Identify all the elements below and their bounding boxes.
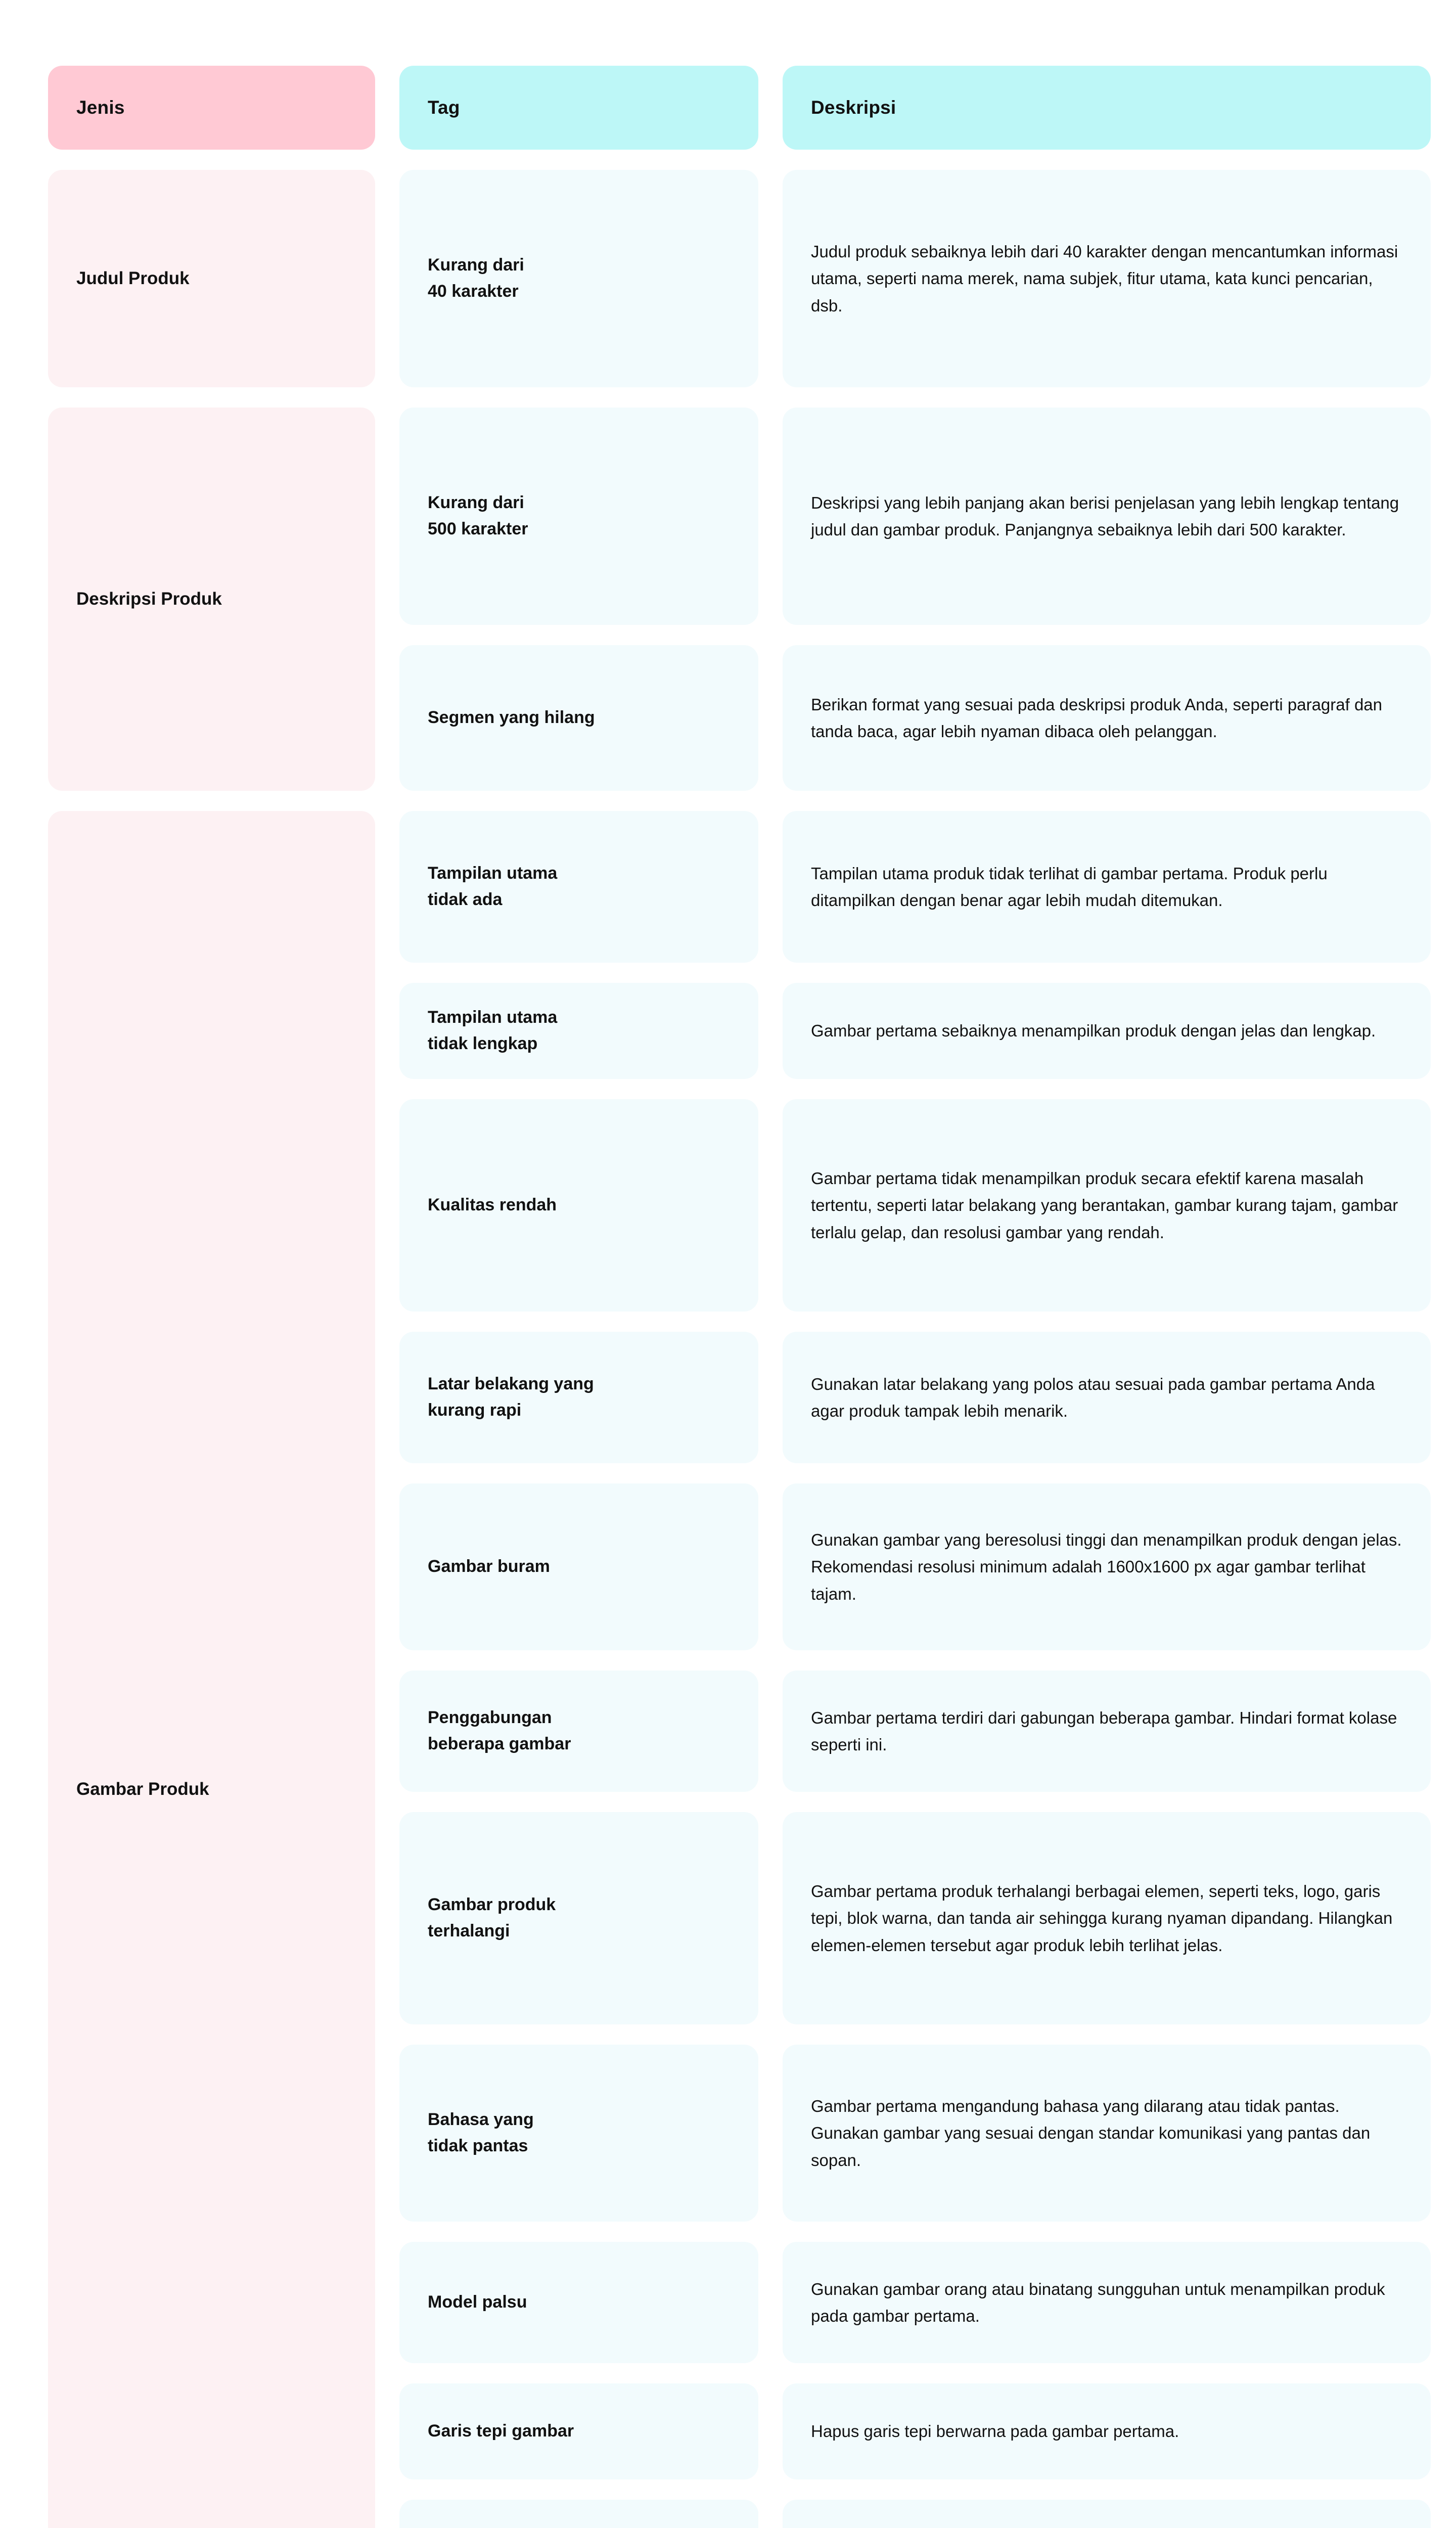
table-row-group: Gambar Produk Tampilan utama tidak ada Tamp… [48,811,1431,2528]
cell-tag-label: Kurang dari 500 karakter [428,493,528,538]
cell-tag: Gambar buram [399,1483,758,1650]
column-header-deskripsi-label: Deskripsi [811,97,896,118]
cell-deskripsi-text: Gambar pertama tidak menampilkan produk … [811,1168,1398,1242]
cell-jenis: Gambar Produk [48,811,375,2528]
cell-deskripsi: Gambar yang sama diunggah beberapa kali.… [783,2500,1431,2528]
cell-deskripsi-text: Gunakan gambar orang atau binatang sungg… [811,2279,1385,2325]
cell-tag: Segmen yang hilang [399,645,758,791]
cell-jenis: Judul Produk [48,170,375,387]
cell-deskripsi: Gambar pertama tidak menampilkan produk … [783,1099,1431,1312]
cell-jenis-label: Judul Produk [76,268,190,288]
cell-tag: Gambar yang sama [399,2500,758,2528]
cell-tag-label: Garis tepi gambar [428,2421,574,2441]
cell-deskripsi: Judul produk sebaiknya lebih dari 40 kar… [783,170,1431,387]
cell-tag-label: Tampilan utama tidak ada [428,864,558,909]
cell-deskripsi-text: Deskripsi yang lebih panjang akan berisi… [811,493,1399,539]
cell-deskripsi: Gunakan gambar yang beresolusi tinggi da… [783,1483,1431,1650]
cell-tag-label: Gambar produk terhalangi [428,1895,556,1940]
table-row-group: Judul Produk Kurang dari 40 karakter Judul … [48,170,1431,387]
cell-tag: Model palsu [399,2242,758,2363]
cell-deskripsi-text: Gambar pertama sebaiknya menampilkan pro… [811,1021,1376,1041]
cell-tag-label: Model palsu [428,2292,527,2312]
table-header-row: Jenis Tag Deskripsi [48,66,1431,150]
cell-deskripsi: Hapus garis tepi berwarna pada gambar pe… [783,2383,1431,2479]
cell-tag: Gambar produk terhalangi [399,1812,758,2024]
cell-deskripsi-text: Tampilan utama produk tidak terlihat di … [811,864,1328,910]
cell-tag: Bahasa yang tidak pantas [399,2045,758,2222]
cell-deskripsi: Tampilan utama produk tidak terlihat di … [783,811,1431,963]
column-header-tag-label: Tag [428,97,460,118]
cell-deskripsi-text: Gambar pertama terdiri dari gabungan beb… [811,1708,1397,1754]
cell-deskripsi-text: Gunakan latar belakang yang polos atau s… [811,1374,1375,1420]
cell-tag: Kurang dari 500 karakter [399,408,758,625]
cell-tag-label: Segmen yang hilang [428,708,595,728]
cell-deskripsi: Gunakan gambar orang atau binatang sungg… [783,2242,1431,2363]
cell-tag-label: Latar belakang yang kurang rapi [428,1374,594,1420]
cell-jenis-label: Gambar Produk [76,1779,209,1799]
cell-deskripsi-text: Gambar pertama mengandung bahasa yang di… [811,2096,1371,2170]
cell-tag-label: Penggabungan beberapa gambar [428,1708,571,1753]
cell-tag-label: Kurang dari 40 karakter [428,255,524,301]
cell-deskripsi: Gambar pertama sebaiknya menampilkan pro… [783,983,1431,1079]
column-header-tag: Tag [399,66,758,150]
cell-deskripsi: Berikan format yang sesuai pada deskrips… [783,645,1431,791]
cell-tag: Garis tepi gambar [399,2383,758,2479]
cell-tag: Latar belakang yang kurang rapi [399,1332,758,1463]
cell-jenis-label: Deskripsi Produk [76,589,222,609]
cell-deskripsi-text: Hapus garis tepi berwarna pada gambar pe… [811,2422,1179,2441]
cell-tag: Kualitas rendah [399,1099,758,1312]
cell-deskripsi: Gambar pertama mengandung bahasa yang di… [783,2045,1431,2222]
cell-tag-label: Bahasa yang tidak pantas [428,2110,534,2155]
cell-deskripsi-text: Gunakan gambar yang beresolusi tinggi da… [811,1530,1402,1603]
cell-deskripsi-text: Judul produk sebaiknya lebih dari 40 kar… [811,242,1398,315]
cell-tag: Kurang dari 40 karakter [399,170,758,387]
cell-deskripsi-text: Gambar pertama produk terhalangi berbaga… [811,1881,1393,1955]
cell-tag: Tampilan utama tidak ada [399,811,758,963]
cell-deskripsi: Gambar pertama produk terhalangi berbaga… [783,1812,1431,2024]
cell-jenis: Deskripsi Produk [48,408,375,791]
cell-deskripsi-text: Berikan format yang sesuai pada deskrips… [811,695,1383,741]
table-body: Judul Produk Kurang dari 40 karakter Judul … [48,170,1431,2528]
column-header-jenis: Jenis [48,66,375,150]
cell-deskripsi: Gunakan latar belakang yang polos atau s… [783,1332,1431,1463]
column-header-deskripsi: Deskripsi [783,66,1431,150]
column-header-jenis-label: Jenis [76,97,125,118]
cell-tag: Tampilan utama tidak lengkap [399,983,758,1079]
cell-deskripsi: Deskripsi yang lebih panjang akan berisi… [783,408,1431,625]
cell-tag-label: Kualitas rendah [428,1195,557,1215]
cell-tag-label: Gambar buram [428,1557,550,1576]
table-row-group: Deskripsi Produk Kurang dari 500 karakter D… [48,408,1431,791]
cell-deskripsi: Gambar pertama terdiri dari gabungan beb… [783,1671,1431,1792]
cell-tag-label: Tampilan utama tidak lengkap [428,1008,558,1053]
cell-tag: Penggabungan beberapa gambar [399,1671,758,1792]
